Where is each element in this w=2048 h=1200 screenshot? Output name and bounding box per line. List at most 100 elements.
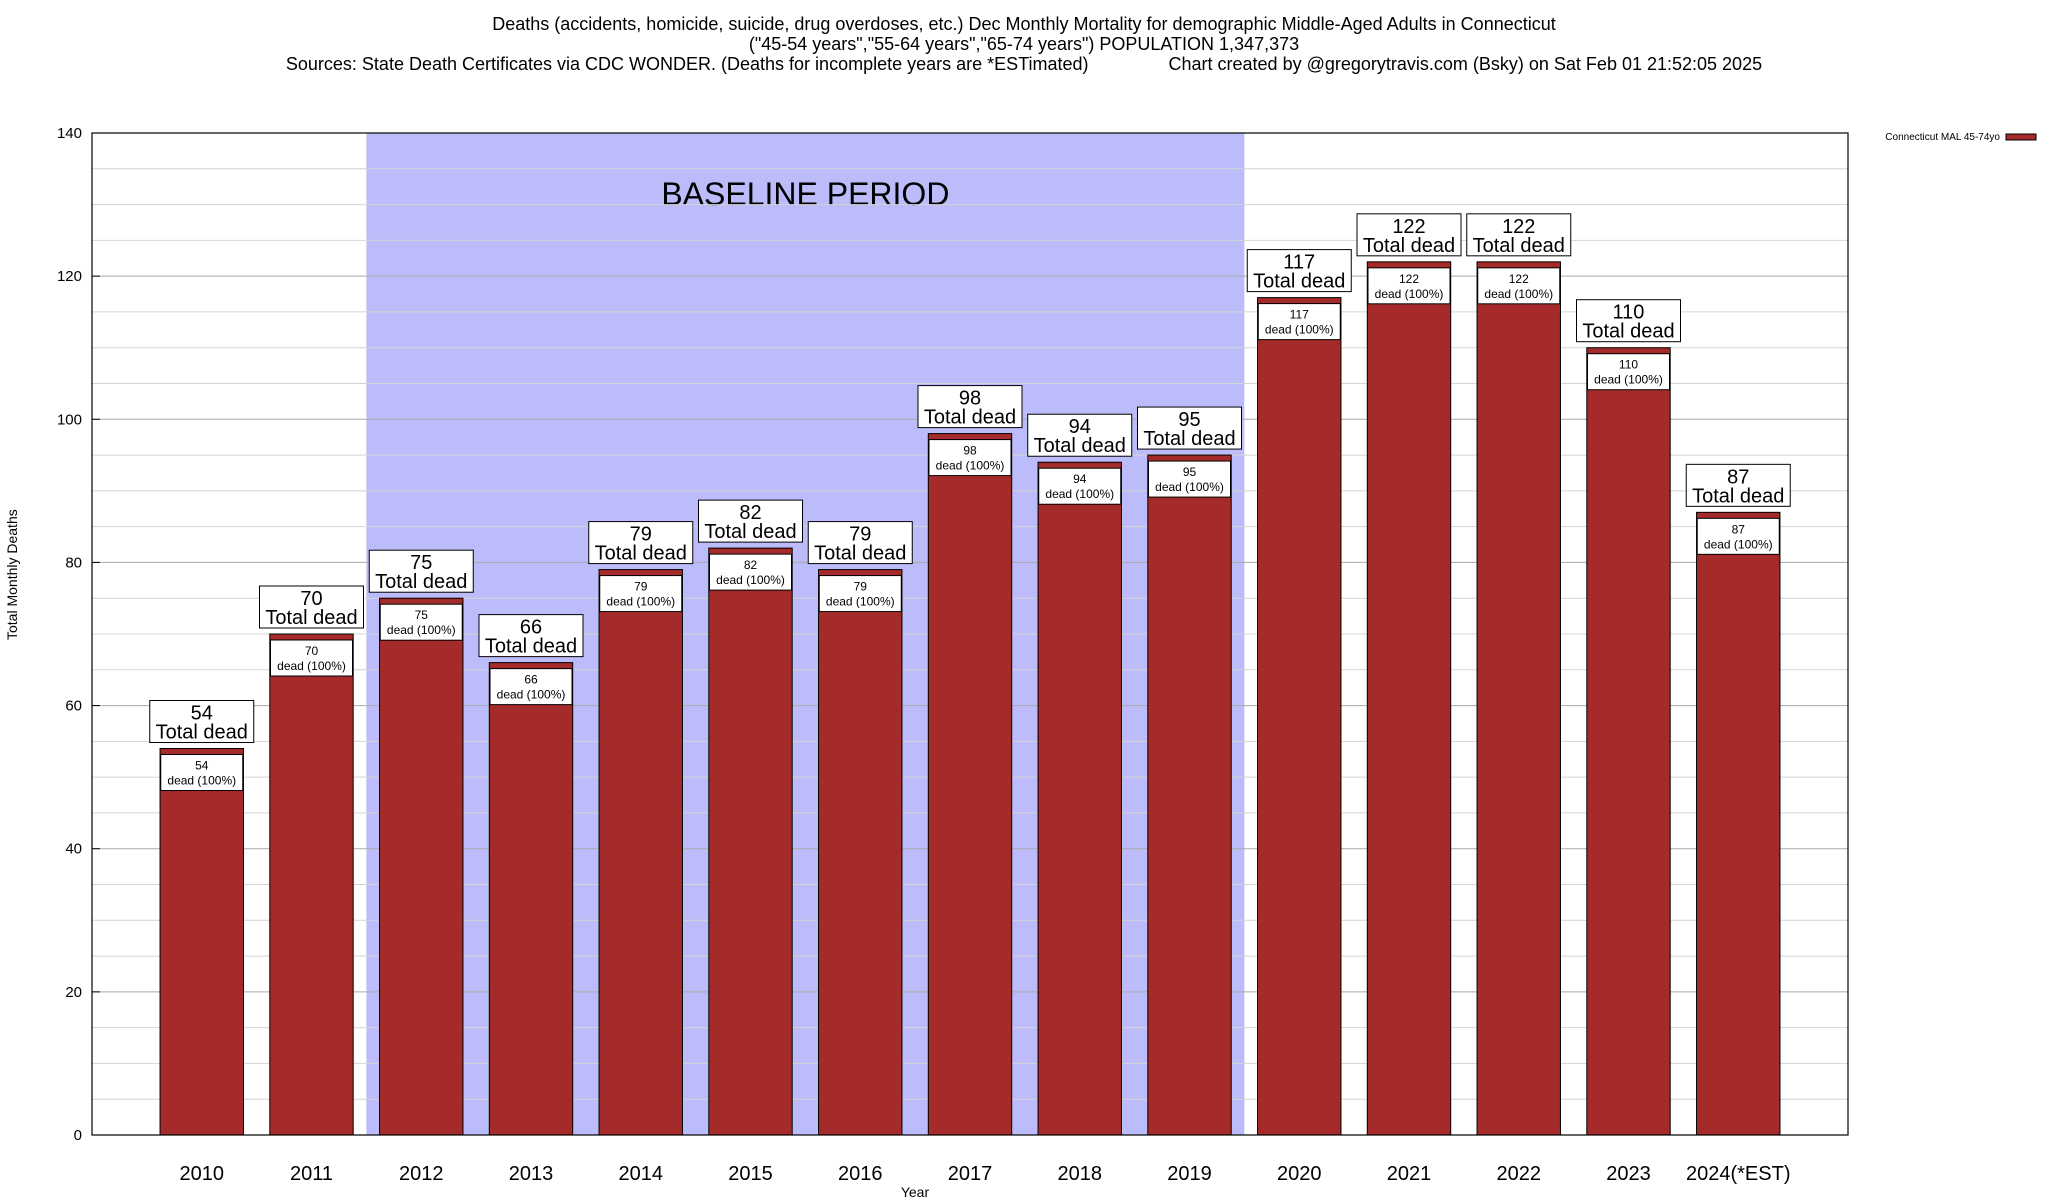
bar-inner-label-box	[160, 754, 244, 792]
bar-total-label-box	[259, 585, 364, 629]
bar-total-value-label: 75	[410, 552, 432, 574]
bar-inner-percent-label: dead (100%)	[1704, 537, 1773, 551]
x-tick-label: 2019	[1167, 1163, 1212, 1185]
bar	[818, 569, 903, 1136]
baseline-band-label: BASELINE PERIOD	[661, 176, 949, 212]
chart-title-line-2: ("45-54 years","55-64 years","65-74 year…	[748, 34, 1300, 54]
bar-inner-value-label: 66	[524, 673, 538, 687]
bar-inner-value-label: 79	[634, 580, 648, 594]
bar-inner-label-box	[1038, 467, 1122, 505]
bar-total-value-label: 79	[849, 524, 871, 546]
bar	[488, 662, 574, 1136]
bar-inner-percent-label: dead (100%)	[1375, 287, 1444, 301]
bar-total-value-label: 82	[739, 502, 761, 524]
bar-total-text-label: Total dead	[1143, 428, 1235, 450]
bar-inner-value-label: 94	[1073, 472, 1087, 486]
bar-total-text-label: Total dead	[1034, 435, 1126, 457]
bar	[1257, 297, 1342, 1136]
y-tick-label: 20	[65, 984, 82, 1001]
bar-total-text-label: Total dead	[265, 607, 357, 629]
x-tick-label: 2024(*EST)	[1686, 1163, 1791, 1185]
bar	[927, 433, 1013, 1136]
y-tick-label: 120	[57, 268, 82, 285]
bar	[1147, 454, 1232, 1136]
bar-inner-label-box	[489, 668, 573, 706]
bar-total-text-label: Total dead	[1473, 235, 1565, 257]
bar-total-label-box	[698, 499, 803, 543]
bar-total-text-label: Total dead	[814, 543, 906, 565]
bar-total-label-box	[588, 521, 694, 565]
bar-inner-percent-label: dead (100%)	[716, 573, 785, 587]
bar-total-text-label: Total dead	[704, 521, 796, 543]
bar-inner-percent-label: dead (100%)	[277, 659, 346, 673]
bar-inner-label-box	[599, 575, 683, 613]
bar	[269, 633, 354, 1136]
bar-inner-percent-label: dead (100%)	[936, 459, 1005, 473]
bar-total-value-label: 70	[300, 588, 322, 610]
x-tick-label: 2020	[1277, 1163, 1322, 1185]
x-tick-label: 2011	[290, 1163, 333, 1185]
bar-inner-value-label: 79	[854, 580, 868, 594]
x-tick-label: 2013	[509, 1163, 554, 1185]
bar-inner-value-label: 98	[963, 444, 977, 458]
bar-inner-value-label: 110	[1619, 358, 1638, 372]
bar-total-label-box	[1356, 213, 1462, 257]
x-tick-label: 2021	[1387, 1163, 1432, 1185]
bar-total-label-box	[149, 700, 255, 744]
bar-total-text-label: Total dead	[924, 407, 1016, 429]
bar-inner-label-box	[709, 553, 792, 591]
bar	[1476, 261, 1561, 1136]
bar-inner-label-box	[818, 575, 902, 613]
bar-inner-percent-label: dead (100%)	[826, 595, 895, 609]
bar-inner-value-label: 117	[1290, 308, 1309, 322]
bar	[1696, 511, 1781, 1136]
bar-inner-value-label: 70	[305, 644, 319, 658]
bar-total-label-box	[1685, 463, 1791, 507]
x-tick-label: 2016	[838, 1163, 883, 1185]
bar-total-value-label: 117	[1283, 252, 1315, 274]
bar-inner-value-label: 122	[1509, 272, 1529, 286]
bar-inner-value-label: 122	[1399, 272, 1419, 286]
bar-inner-value-label: 87	[1732, 522, 1746, 536]
x-tick-label: 2017	[948, 1163, 993, 1185]
bar-total-label-box	[1246, 249, 1352, 293]
bar-total-label-box	[1137, 406, 1242, 450]
bar-total-label-box	[368, 549, 474, 593]
bar-inner-percent-label: dead (100%)	[1484, 287, 1553, 301]
bar	[1366, 261, 1452, 1136]
bar-inner-label-box	[1257, 303, 1341, 341]
bar-total-label-box	[1027, 413, 1133, 457]
y-tick-label: 80	[65, 554, 82, 571]
bar-total-label-box	[1466, 213, 1572, 257]
bar-total-value-label: 54	[191, 703, 213, 725]
x-tick-label: 2010	[180, 1163, 225, 1185]
x-tick-label: 2015	[728, 1163, 773, 1185]
bar-total-value-label: 94	[1069, 416, 1091, 438]
bar-inner-label-box	[928, 439, 1012, 477]
bar-inner-label-box	[1367, 267, 1451, 305]
bar-inner-value-label: 82	[744, 558, 758, 572]
bar-total-text-label: Total dead	[485, 636, 577, 658]
bar-inner-label-box	[379, 603, 463, 641]
bar-total-text-label: Total dead	[375, 571, 467, 593]
x-tick-label: 2023	[1606, 1163, 1651, 1185]
bar-inner-percent-label: dead (100%)	[1265, 323, 1334, 337]
bar-total-value-label: 95	[1178, 409, 1200, 431]
bar-inner-value-label: 75	[415, 608, 429, 622]
bar-inner-label-box	[1587, 353, 1670, 391]
bar-total-value-label: 122	[1392, 216, 1425, 238]
x-tick-label: 2022	[1497, 1163, 1542, 1185]
bar-total-value-label: 66	[520, 617, 542, 639]
bar	[708, 547, 793, 1136]
chart-title-line-1: Deaths (accidents, homicide, suicide, dr…	[492, 14, 1556, 34]
bar-inner-label-box	[1477, 267, 1561, 305]
bar-inner-label-box	[1696, 517, 1780, 555]
x-tick-label: 2014	[619, 1163, 664, 1185]
bar-total-label-box	[917, 385, 1023, 429]
bar-total-text-label: Total dead	[1582, 321, 1674, 343]
bar	[379, 597, 464, 1136]
bar-total-label-box	[478, 614, 584, 658]
chart-title-line-3: Sources: State Death Certificates via CD…	[285, 54, 1763, 74]
bar-inner-label-box	[270, 639, 353, 677]
bar-total-text-label: Total dead	[1253, 271, 1345, 293]
